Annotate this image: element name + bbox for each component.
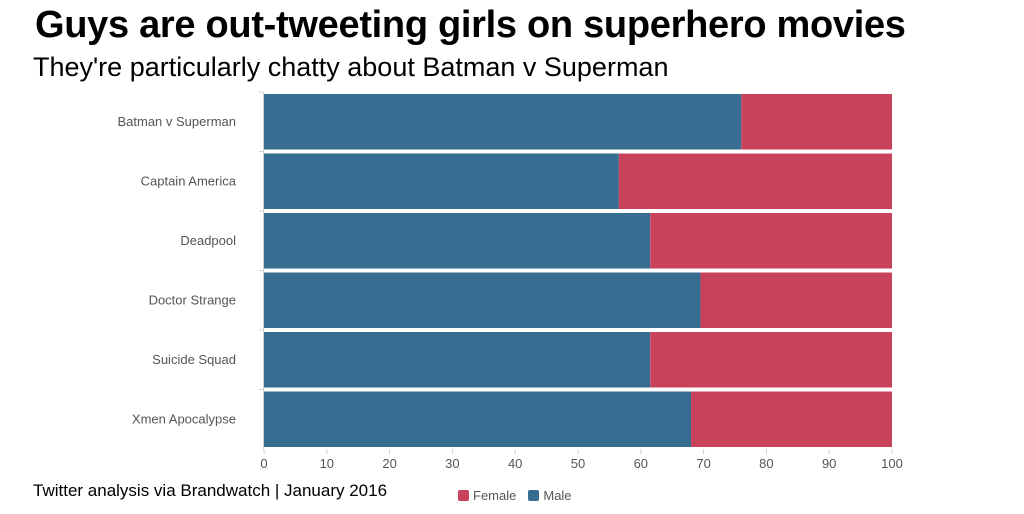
x-tick-label: 90 xyxy=(822,456,836,471)
bar-female[interactable] xyxy=(650,213,892,269)
x-tick-label: 80 xyxy=(759,456,773,471)
x-tick-label: 20 xyxy=(382,456,396,471)
chart-legend: Female Male xyxy=(458,488,584,503)
category-label: Captain America xyxy=(141,173,237,188)
bar-male[interactable] xyxy=(264,332,651,388)
bar-female[interactable] xyxy=(691,391,892,448)
bar-male[interactable] xyxy=(264,153,619,210)
category-label: Xmen Apocalypse xyxy=(132,411,236,426)
bar-male[interactable] xyxy=(264,391,692,448)
legend-label-male: Male xyxy=(543,488,572,503)
legend-label-female: Female xyxy=(473,488,517,503)
bar-male[interactable] xyxy=(264,272,701,329)
bar-female[interactable] xyxy=(741,94,892,150)
legend-swatch-male xyxy=(528,490,540,501)
source-note: Twitter analysis via Brandwatch | Januar… xyxy=(33,481,388,500)
category-label: Deadpool xyxy=(180,233,236,248)
x-tick-label: 40 xyxy=(508,456,522,471)
x-tick-label: 10 xyxy=(320,456,334,471)
x-tick-label: 100 xyxy=(881,456,903,471)
legend-item-female[interactable]: Female xyxy=(458,488,516,503)
bar-male[interactable] xyxy=(264,213,651,269)
x-tick-label: 50 xyxy=(571,456,585,471)
x-tick-label: 0 xyxy=(260,456,267,471)
legend-item-male[interactable]: Male xyxy=(528,488,572,503)
bar-female[interactable] xyxy=(618,153,892,210)
bar-female[interactable] xyxy=(700,272,892,329)
bar-male[interactable] xyxy=(264,94,742,150)
x-tick-label: 60 xyxy=(634,456,648,471)
bar-female[interactable] xyxy=(650,332,892,388)
category-label: Batman v Superman xyxy=(117,114,236,129)
category-label: Doctor Strange xyxy=(149,292,236,307)
category-label: Suicide Squad xyxy=(152,352,236,367)
chart-subtitle: They're particularly chatty about Batman… xyxy=(33,52,669,82)
x-tick-label: 30 xyxy=(445,456,459,471)
chart-title: Guys are out-tweeting girls on superhero… xyxy=(35,4,906,46)
legend-swatch-female xyxy=(458,490,469,501)
x-tick-label: 70 xyxy=(696,456,710,471)
